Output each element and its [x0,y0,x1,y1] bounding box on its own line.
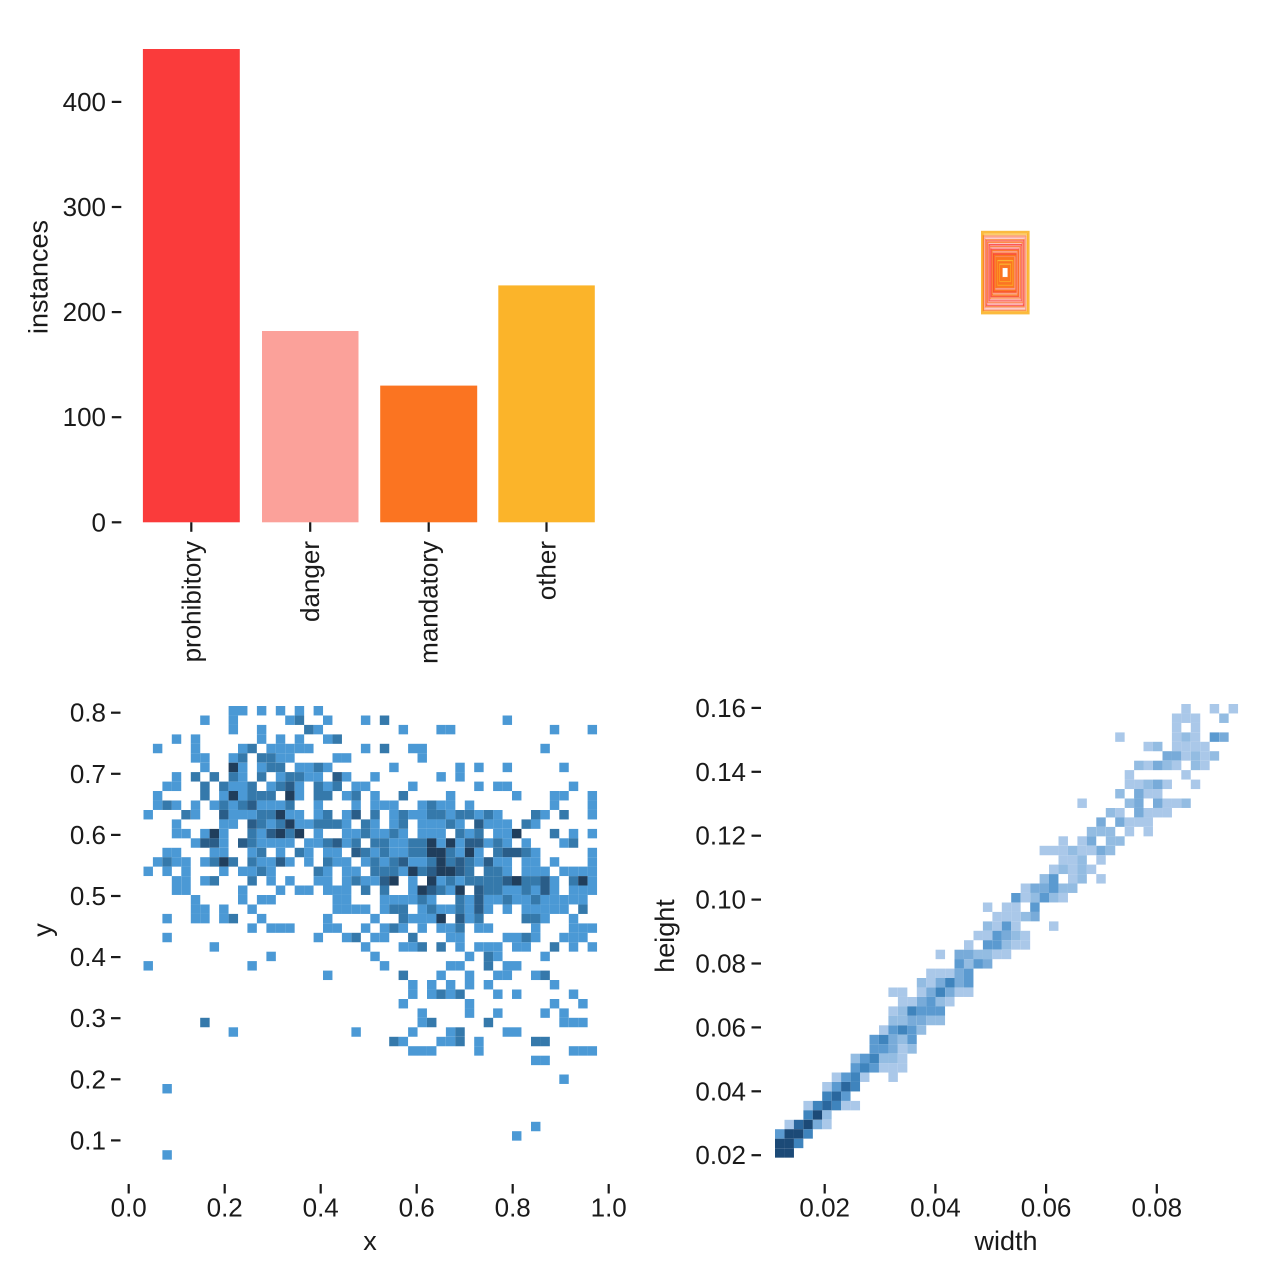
svg-text:0.0: 0.0 [111,1193,147,1223]
svg-text:0.02: 0.02 [799,1193,850,1223]
svg-text:danger: danger [295,541,325,622]
svg-text:0.4: 0.4 [70,942,106,972]
svg-text:0.2: 0.2 [70,1064,106,1094]
svg-text:0.6: 0.6 [70,820,106,850]
svg-text:0.3: 0.3 [70,1003,106,1033]
svg-text:0: 0 [92,507,106,537]
svg-text:200: 200 [63,297,106,327]
svg-text:0.08: 0.08 [1131,1193,1182,1223]
svg-text:400: 400 [63,87,106,117]
svg-text:0.16: 0.16 [695,693,746,723]
svg-text:0.10: 0.10 [695,885,746,915]
svg-text:mandatory: mandatory [414,541,444,664]
svg-text:0.12: 0.12 [695,821,746,851]
svg-text:0.6: 0.6 [399,1193,435,1223]
svg-text:0.04: 0.04 [695,1076,746,1106]
svg-text:0.02: 0.02 [695,1140,746,1170]
svg-text:100: 100 [63,402,106,432]
svg-text:0.7: 0.7 [70,759,106,789]
svg-text:0.06: 0.06 [695,1012,746,1042]
svg-text:300: 300 [63,192,106,222]
svg-text:0.06: 0.06 [1021,1193,1072,1223]
svg-text:instances: instances [24,220,54,334]
svg-text:width: width [973,1226,1037,1256]
svg-text:0.2: 0.2 [207,1193,243,1223]
svg-text:0.04: 0.04 [910,1193,961,1223]
svg-text:0.08: 0.08 [695,949,746,979]
svg-text:0.5: 0.5 [70,881,106,911]
svg-text:prohibitory: prohibitory [176,541,206,662]
svg-text:1.0: 1.0 [591,1193,627,1223]
svg-text:height: height [650,899,680,973]
svg-text:0.8: 0.8 [70,698,106,728]
svg-text:0.14: 0.14 [695,757,746,787]
svg-text:0.4: 0.4 [303,1193,339,1223]
svg-text:x: x [363,1226,377,1256]
svg-text:0.1: 0.1 [70,1125,106,1155]
svg-text:0.8: 0.8 [495,1193,531,1223]
svg-text:other: other [532,541,562,601]
svg-text:y: y [28,923,58,937]
